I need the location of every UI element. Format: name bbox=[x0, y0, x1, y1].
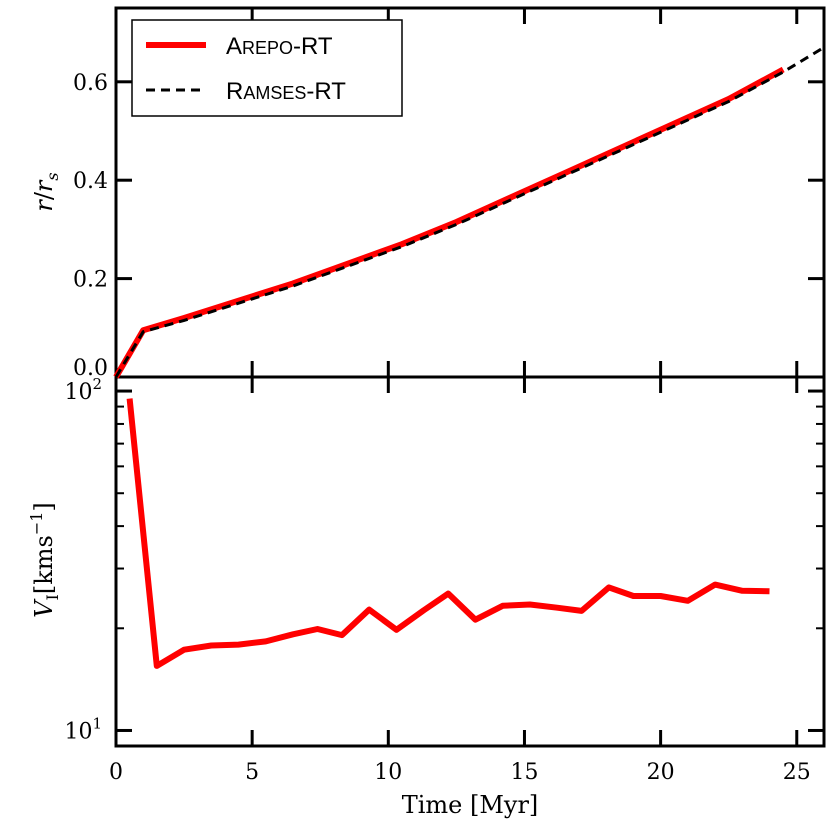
top-y-tick-label-2: 0.4 bbox=[73, 169, 108, 194]
top-series-arepo-rt bbox=[113, 66, 785, 379]
x-tick-label-10: 10 bbox=[374, 760, 402, 785]
top-y-axis-label: r/rs bbox=[30, 172, 62, 211]
x-tick-label-5: 5 bbox=[245, 760, 259, 785]
bottom-series-arepo-rt bbox=[126, 398, 770, 669]
x-tick-label-25: 25 bbox=[783, 760, 811, 785]
x-axis-label: Time [Myr] bbox=[402, 791, 539, 819]
legend-label-ramses: RAMSES-RT bbox=[226, 78, 346, 105]
top-series-ramses-rt bbox=[114, 46, 825, 378]
x-tick-label-20: 20 bbox=[647, 760, 675, 785]
top-y-tick-label-1: 0.2 bbox=[73, 268, 108, 293]
bottom-y-tick-label-100: 102 bbox=[64, 375, 102, 405]
top-y-tick-label-3: 0.6 bbox=[73, 71, 108, 96]
legend-box bbox=[131, 19, 403, 117]
legend-label-arepo: AREPO-RT bbox=[226, 33, 333, 60]
bottom-y-axis-label: VI[kms−1] bbox=[27, 502, 62, 618]
x-tick-label-0: 0 bbox=[109, 760, 123, 785]
legend: AREPO-RT RAMSES-RT bbox=[131, 19, 403, 117]
bottom-panel-series bbox=[126, 398, 770, 669]
bottom-panel-frame bbox=[114, 375, 826, 748]
bottom-y-tick-label-10: 101 bbox=[64, 714, 102, 744]
top-panel-series bbox=[113, 46, 825, 379]
top-y-tick-label-0: 0.0 bbox=[73, 356, 108, 381]
top-panel-ticks: 0.0 0.2 0.4 0.6 bbox=[73, 8, 824, 381]
bottom-panel-ticks: 0 5 10 15 20 25 101 102 bbox=[64, 375, 824, 785]
x-tick-label-15: 15 bbox=[510, 760, 538, 785]
